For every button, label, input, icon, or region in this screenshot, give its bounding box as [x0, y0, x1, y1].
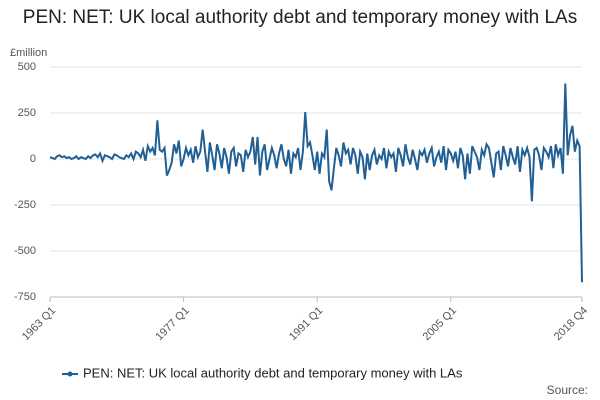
y-axis-label: £million	[10, 47, 47, 59]
x-tick-label: 1991 Q1	[287, 305, 325, 343]
y-tick-label: 0	[30, 153, 36, 165]
legend-label: PEN: NET: UK local authority debt and te…	[83, 365, 463, 380]
x-tick-label: 1963 Q1	[20, 305, 58, 343]
y-tick-label: -500	[14, 245, 36, 257]
legend-marker	[67, 371, 73, 377]
x-tick-label: 2005 Q1	[421, 305, 459, 343]
y-tick-label: 500	[18, 61, 36, 73]
source: Source:	[547, 383, 588, 397]
x-tick-label: 2018 Q4	[552, 305, 590, 343]
y-tick-label: 250	[18, 107, 36, 119]
x-tick-label: 1977 Q1	[153, 305, 191, 343]
y-tick-label: -250	[14, 199, 36, 211]
y-tick-label: -750	[14, 291, 36, 303]
series-line	[49, 83, 583, 283]
chart-title: PEN: NET: UK local authority debt and te…	[22, 7, 578, 28]
